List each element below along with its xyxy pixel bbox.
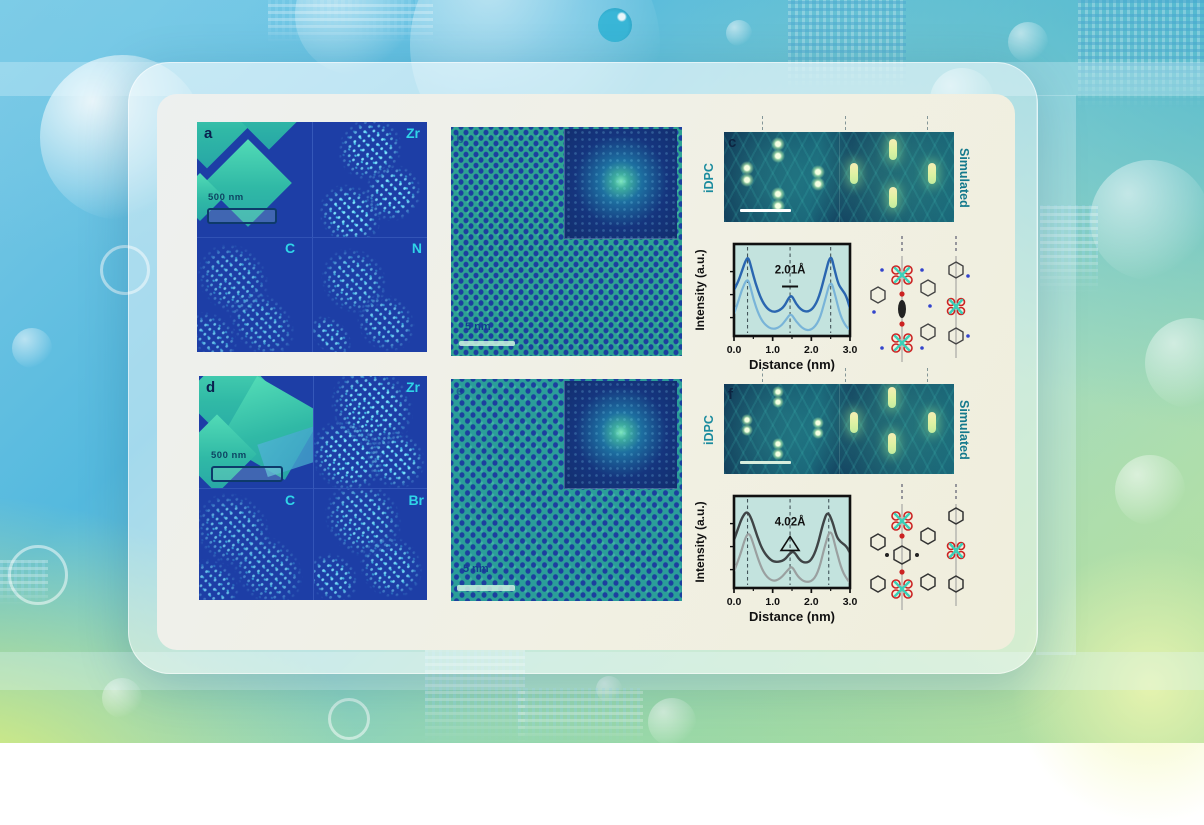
pixel-mosaic-decoration	[518, 688, 643, 743]
svg-text:Intensity (a.u.): Intensity (a.u.)	[693, 501, 707, 582]
panel-letter-d: d	[206, 379, 215, 396]
idpc-label-c: iDPC	[702, 152, 716, 204]
figure-card: 500 nm a Zr C N 500 nm	[128, 62, 1038, 674]
panel-c-idpc-simulated	[724, 132, 954, 222]
half-divider	[839, 384, 840, 474]
svg-text:0.0: 0.0	[727, 344, 742, 356]
scale-bar	[207, 208, 277, 224]
scale-bar-text: 500 nm	[208, 192, 244, 203]
bubble-decoration	[1008, 22, 1048, 62]
svg-text:2.0: 2.0	[804, 596, 819, 608]
scale-bar-text: 5 nm	[465, 321, 491, 333]
scale-bar	[457, 585, 515, 591]
simulated-label-c: Simulated	[957, 134, 971, 222]
atomic-column-spot	[770, 137, 786, 163]
simulated-label-f: Simulated	[957, 386, 971, 474]
sem-image-d: 500 nm	[199, 376, 313, 488]
element-label-br: Br	[408, 492, 424, 508]
svg-text:3.0: 3.0	[843, 344, 858, 356]
panel-f-idpc-simulated	[724, 384, 954, 474]
atomic-column-spot	[811, 417, 825, 439]
bubble-decoration	[1115, 455, 1185, 525]
panel-letter-a: a	[204, 125, 212, 142]
panel-letter-f: f	[728, 386, 733, 403]
atomic-column-spot	[740, 413, 754, 435]
svg-text:0.0: 0.0	[727, 596, 742, 608]
edx-map-c-d	[199, 488, 313, 600]
simulated-column-spot	[888, 387, 896, 408]
element-label-zr: Zr	[406, 125, 420, 141]
bubble-decoration	[726, 20, 752, 46]
guide-dash	[927, 368, 928, 382]
atomic-column-spot	[771, 386, 785, 408]
svg-text:1.0: 1.0	[765, 344, 780, 356]
scale-bar	[740, 461, 791, 464]
panel-e-stem-image: e 5 nm	[451, 379, 682, 601]
figure-canvas: 500 nm a Zr C N 500 nm	[157, 94, 1015, 650]
panel-b-stem-image: b 5 nm	[451, 127, 682, 356]
simulated-column-spot	[850, 163, 858, 184]
bubble-decoration	[1145, 318, 1204, 408]
element-label-zr: Zr	[406, 379, 420, 395]
svg-text:3.0: 3.0	[843, 596, 858, 608]
atomic-column-spot	[810, 165, 826, 191]
edx-map-n-a	[312, 237, 427, 352]
panel-letter-e: e	[456, 383, 463, 398]
svg-text:Distance (nm): Distance (nm)	[749, 609, 835, 624]
element-label-c: C	[285, 492, 295, 508]
fft-inset	[564, 129, 677, 239]
scale-bar-text: 5 nm	[463, 563, 489, 575]
molecular-structure-c	[864, 236, 976, 366]
bubble-decoration	[648, 698, 696, 746]
bubble-decoration	[12, 328, 52, 368]
svg-text:4.02Å: 4.02Å	[775, 515, 806, 528]
svg-text:1.0: 1.0	[765, 596, 780, 608]
svg-text:2.01Å: 2.01Å	[775, 263, 806, 276]
scale-bar-text: 500 nm	[211, 450, 247, 461]
panel-letter-b: b	[456, 131, 464, 146]
atomic-column-spot	[771, 438, 785, 460]
simulated-column-spot	[889, 187, 897, 208]
atomic-column-spot	[739, 161, 755, 187]
scale-bar	[211, 466, 283, 482]
pixel-mosaic-decoration	[268, 0, 433, 42]
element-label-n: N	[412, 240, 422, 256]
fft-inset	[564, 381, 677, 489]
pixel-mosaic-decoration	[0, 560, 48, 605]
panel-letter-c: c	[728, 134, 736, 151]
sem-image-a: 500 nm	[197, 122, 312, 237]
scale-bar	[459, 341, 515, 346]
bubble-decoration	[1090, 160, 1204, 280]
simulated-column-spot	[889, 139, 897, 160]
simulated-column-spot	[888, 433, 896, 454]
panel-d-edx-maps: 500 nm d Zr C Br	[199, 376, 427, 600]
simulated-column-spot	[928, 163, 936, 184]
panel-a-edx-maps: 500 nm a Zr C N	[197, 122, 427, 352]
element-label-c: C	[285, 240, 295, 256]
molecular-structure-f	[864, 484, 976, 614]
svg-text:2.0: 2.0	[804, 344, 819, 356]
guide-dash	[927, 116, 928, 130]
guide-dash	[762, 368, 763, 382]
intensity-profile-f: 0.0 1.0 2.0 3.0 Distance (nm) Intensity (a.u.…	[692, 488, 892, 628]
simulated-column-spot	[928, 412, 936, 433]
guide-dash	[762, 116, 763, 130]
svg-text:Intensity (a.u.): Intensity (a.u.)	[693, 249, 707, 330]
bubble-decoration	[598, 8, 632, 42]
half-divider	[839, 132, 840, 222]
guide-dash	[845, 368, 846, 382]
bubble-decoration	[328, 698, 370, 740]
scale-bar	[740, 209, 791, 212]
simulated-column-spot	[850, 412, 858, 433]
idpc-label-f: iDPC	[702, 404, 716, 456]
guide-dash	[845, 116, 846, 130]
band-decoration	[1036, 95, 1076, 655]
